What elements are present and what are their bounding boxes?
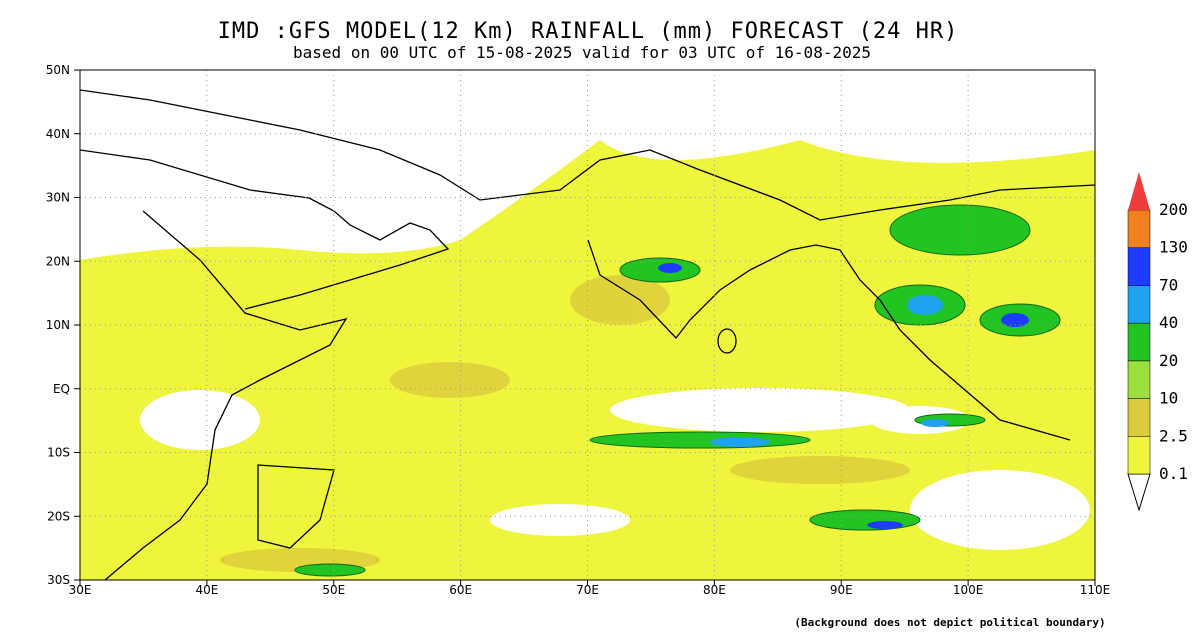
lat-label: 30S	[47, 573, 70, 587]
legend-swatch	[1127, 360, 1151, 399]
lon-label: 60E	[449, 583, 472, 597]
lon-label: 40E	[195, 583, 218, 597]
title: IMD :GFS MODEL(12 Km) RAINFALL (mm) FORE…	[218, 19, 959, 44]
legend-arrow-high	[1128, 172, 1150, 210]
lon-label: 30E	[69, 583, 92, 597]
legend-swatch	[1127, 322, 1151, 362]
legend-label: 70	[1159, 275, 1178, 294]
lat-label: 20N	[46, 254, 70, 268]
lat-label: EQ	[53, 382, 70, 396]
legend-swatch	[1127, 398, 1151, 437]
legend-swatch	[1127, 285, 1151, 324]
lat-label: 10S	[47, 446, 70, 460]
lat-label: 40N	[46, 127, 70, 141]
legend-label: 130	[1159, 238, 1188, 257]
legend-swatch	[1127, 209, 1151, 248]
legend-swatch	[1127, 436, 1151, 475]
legend-label: 20	[1159, 351, 1178, 370]
subtitle: based on 00 UTC of 15-08-2025 valid for …	[293, 43, 871, 62]
lat-label: 30N	[46, 191, 70, 205]
legend-label: 40	[1159, 313, 1178, 332]
lat-label: 20S	[47, 509, 70, 523]
lon-label: 80E	[703, 583, 726, 597]
lat-label: 50N	[46, 63, 70, 77]
lon-label: 70E	[576, 583, 599, 597]
legend-arrow-low	[1127, 473, 1151, 512]
footnote: (Background does not depict political bo…	[794, 616, 1105, 629]
legend-label: 10	[1159, 389, 1178, 408]
lon-label: 100E	[953, 583, 984, 597]
legend-label: 0.1	[1159, 464, 1188, 483]
lon-label: 110E	[1080, 583, 1111, 597]
legend-label: 200	[1159, 200, 1188, 219]
lat-label: 10N	[46, 318, 70, 332]
legend-label: 2.5	[1159, 426, 1188, 445]
legend-swatch	[1127, 247, 1151, 286]
lon-label: 50E	[322, 583, 345, 597]
lon-label: 90E	[830, 583, 853, 597]
